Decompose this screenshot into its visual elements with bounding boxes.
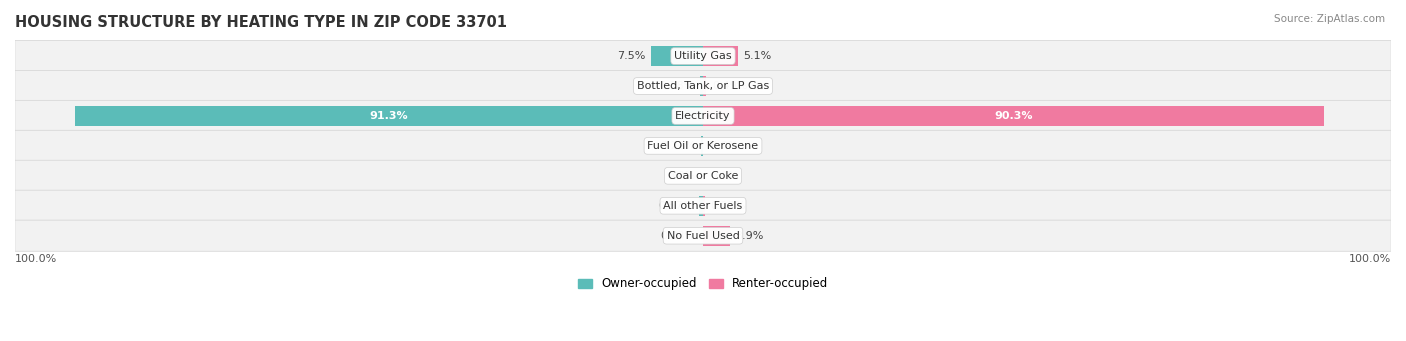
Bar (702, 136, 703, 156)
Bar (703, 196, 704, 216)
Bar (703, 225, 730, 246)
Bar (651, 46, 703, 66)
Text: Bottled, Tank, or LP Gas: Bottled, Tank, or LP Gas (637, 81, 769, 91)
FancyBboxPatch shape (15, 71, 1391, 102)
Text: 0.57%: 0.57% (658, 201, 693, 211)
Text: 0.38%: 0.38% (659, 81, 695, 91)
Text: 0.0%: 0.0% (710, 171, 738, 181)
Text: 0.49%: 0.49% (711, 81, 748, 91)
Text: Source: ZipAtlas.com: Source: ZipAtlas.com (1274, 14, 1385, 24)
Text: 90.3%: 90.3% (994, 111, 1033, 121)
Text: HOUSING STRUCTURE BY HEATING TYPE IN ZIP CODE 33701: HOUSING STRUCTURE BY HEATING TYPE IN ZIP… (15, 15, 508, 30)
Text: Utility Gas: Utility Gas (675, 51, 731, 61)
Text: No Fuel Used: No Fuel Used (666, 231, 740, 241)
Bar (700, 76, 703, 96)
Legend: Owner-occupied, Renter-occupied: Owner-occupied, Renter-occupied (572, 273, 834, 295)
Bar (703, 46, 738, 66)
FancyBboxPatch shape (15, 220, 1391, 251)
Bar (703, 76, 706, 96)
FancyBboxPatch shape (15, 41, 1391, 72)
Text: 3.9%: 3.9% (735, 231, 763, 241)
Text: 0.03%: 0.03% (661, 231, 696, 241)
Text: Coal or Coke: Coal or Coke (668, 171, 738, 181)
Text: 0.0%: 0.0% (710, 141, 738, 151)
Text: 0.22%: 0.22% (659, 141, 696, 151)
Text: 0.22%: 0.22% (710, 201, 747, 211)
Text: 100.0%: 100.0% (15, 254, 58, 264)
Text: All other Fuels: All other Fuels (664, 201, 742, 211)
Text: Fuel Oil or Kerosene: Fuel Oil or Kerosene (647, 141, 759, 151)
Text: 91.3%: 91.3% (370, 111, 408, 121)
Text: 7.5%: 7.5% (617, 51, 645, 61)
Text: 0.0%: 0.0% (668, 171, 696, 181)
FancyBboxPatch shape (15, 160, 1391, 191)
FancyBboxPatch shape (15, 100, 1391, 132)
FancyBboxPatch shape (15, 190, 1391, 221)
Bar (703, 106, 1324, 126)
Bar (75, 106, 703, 126)
Text: 100.0%: 100.0% (1348, 254, 1391, 264)
FancyBboxPatch shape (15, 130, 1391, 161)
Bar (699, 196, 703, 216)
Text: 5.1%: 5.1% (744, 51, 772, 61)
Text: Electricity: Electricity (675, 111, 731, 121)
